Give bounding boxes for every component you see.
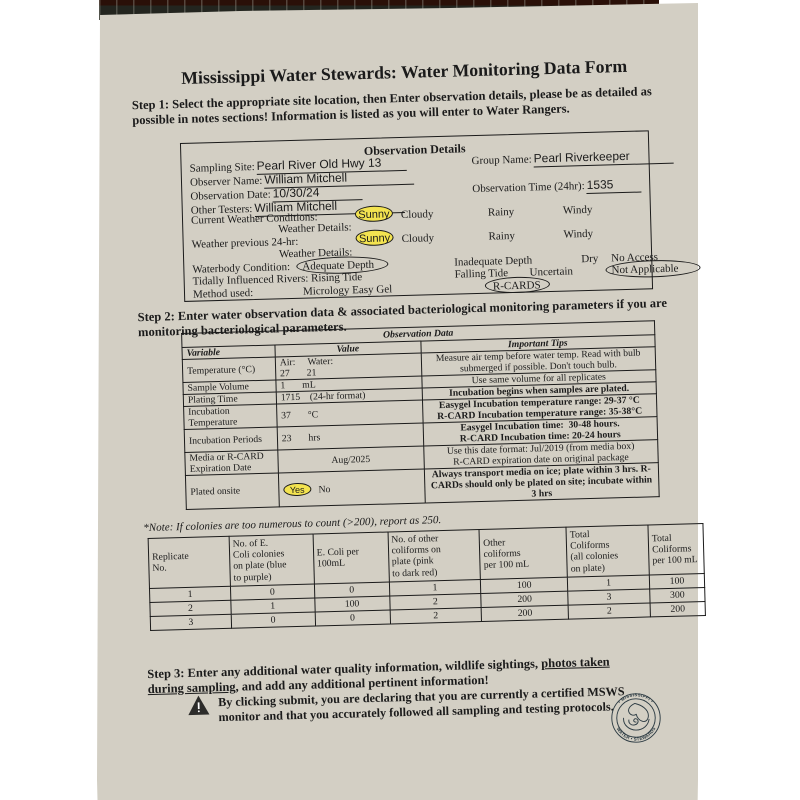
svg-text:WATER • STEWARDS: WATER • STEWARDS — [616, 726, 657, 742]
svg-text:• MISSISSIPPI •: • MISSISSIPPI • — [617, 692, 655, 705]
